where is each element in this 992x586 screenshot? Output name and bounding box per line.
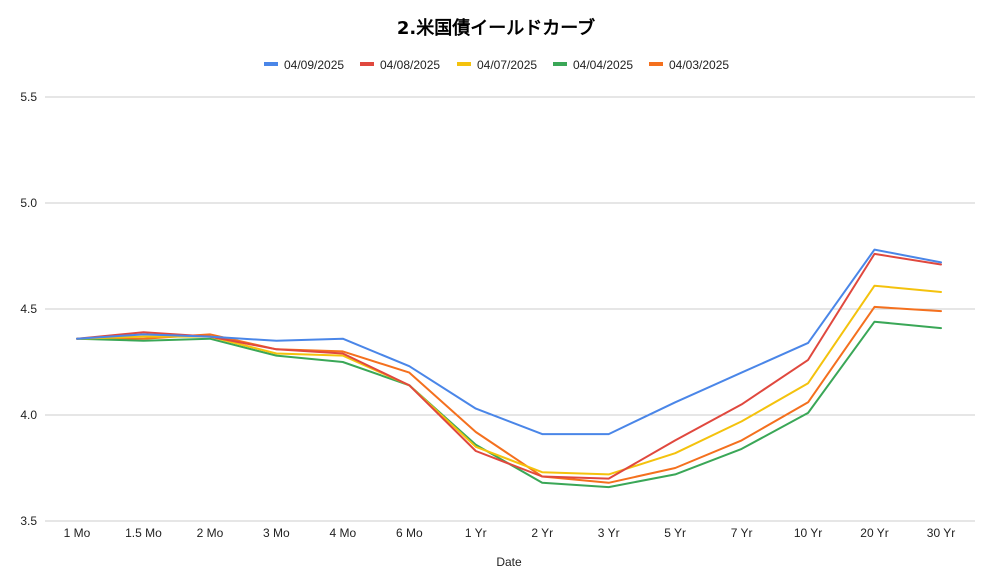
x-tick-label: 30 Yr (927, 526, 955, 540)
legend-swatch (457, 62, 471, 66)
x-tick-label: 10 Yr (794, 526, 822, 540)
x-tick-label: 1 Mo (64, 526, 91, 540)
legend-label: 04/04/2025 (573, 58, 633, 72)
legend-swatch (360, 62, 374, 66)
series-lines (76, 248, 942, 489)
series-line-04-07-2025 (76, 284, 942, 476)
legend-swatch (553, 62, 567, 66)
legend-label: 04/08/2025 (380, 58, 440, 72)
legend: 04/09/2025 04/08/2025 04/07/2025 04/04/2025… (264, 58, 729, 72)
legend-label: 04/03/2025 (669, 58, 729, 72)
x-tick-label: 7 Yr (731, 526, 753, 540)
y-axis-ticks: 3.5 4.0 4.5 5.0 5.5 (20, 90, 37, 528)
y-tick-label: 5.5 (20, 90, 37, 104)
x-tick-label: 4 Mo (330, 526, 357, 540)
x-tick-label: 3 Yr (598, 526, 620, 540)
legend-swatch (649, 62, 663, 66)
series-line-04-08-2025 (76, 252, 942, 480)
x-tick-label: 20 Yr (860, 526, 888, 540)
x-axis-ticks: 1 Mo 1.5 Mo 2 Mo 3 Mo 4 Mo 6 Mo 1 Yr 2 Yr 3 Yr 5 … (64, 526, 956, 540)
y-tick-label: 3.5 (20, 514, 37, 528)
y-tick-label: 4.0 (20, 408, 37, 422)
legend-swatch (264, 62, 278, 66)
x-axis-title: Date (496, 555, 522, 569)
series-line-04-03-2025 (76, 305, 942, 484)
x-tick-label: 5 Yr (664, 526, 686, 540)
series-line-04-04-2025 (76, 320, 942, 489)
legend-label: 04/09/2025 (284, 58, 344, 72)
x-tick-label: 2 Yr (531, 526, 553, 540)
x-tick-label: 3 Mo (263, 526, 290, 540)
series-line-04-09-2025 (76, 248, 942, 436)
gridlines (45, 96, 975, 522)
y-tick-label: 5.0 (20, 196, 37, 210)
x-tick-label: 2 Mo (197, 526, 224, 540)
y-tick-label: 4.5 (20, 302, 37, 316)
x-tick-label: 1.5 Mo (125, 526, 162, 540)
x-tick-label: 1 Yr (465, 526, 487, 540)
legend-label: 04/07/2025 (477, 58, 537, 72)
x-tick-label: 6 Mo (396, 526, 423, 540)
chart-title: 2.米国債イールドカーブ (397, 17, 595, 39)
